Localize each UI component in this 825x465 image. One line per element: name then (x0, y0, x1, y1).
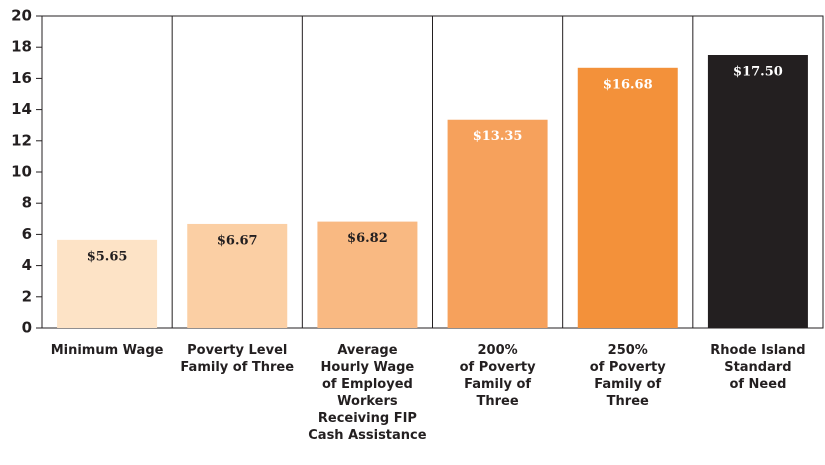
value-label: $5.65 (87, 249, 128, 264)
x-tick-label-line: Minimum Wage (51, 343, 164, 358)
y-tick-label: 2 (22, 287, 32, 305)
x-tick-label-line: Hourly Wage (321, 360, 415, 375)
y-tick-label: 16 (11, 69, 32, 87)
x-tick-label-line: Workers (337, 394, 398, 409)
bar (187, 223, 288, 328)
value-label: $17.50 (733, 65, 783, 80)
y-tick-label: 12 (11, 131, 32, 149)
value-label: $6.67 (217, 233, 258, 248)
value-label: $16.68 (603, 77, 653, 92)
x-tick-label: Minimum Wage (51, 343, 164, 358)
y-tick-label: 20 (11, 7, 32, 25)
x-tick-label-line: 250% (608, 343, 648, 358)
x-tick-label-line: Standard (724, 360, 791, 375)
x-tick-label-line: Family of (594, 377, 661, 392)
x-tick-label: 250% of Poverty Family of Three (590, 343, 666, 409)
x-tick-label: Rhode Island Standard of Need (710, 343, 805, 392)
y-tick-label: 18 (11, 38, 32, 56)
bar (577, 67, 678, 329)
x-tick-label-line: of Employed (322, 377, 413, 392)
bar (57, 239, 158, 328)
x-tick-label-line: Three (476, 394, 518, 409)
y-tick-label: 4 (22, 256, 32, 274)
bar (447, 119, 548, 329)
x-tick-label: 200% of Poverty Family of Three (460, 343, 536, 409)
y-tick-label: 0 (22, 319, 32, 337)
x-tick-label-line: Family of (464, 377, 531, 392)
y-tick-label: 14 (11, 100, 32, 118)
x-tick-label-line: Cash Assistance (308, 428, 427, 443)
bar (317, 221, 418, 328)
x-tick-label-line: of Need (729, 377, 786, 392)
y-tick-label: 8 (22, 194, 32, 212)
x-tick-label-line: of Poverty (590, 360, 666, 375)
value-label: $13.35 (473, 129, 523, 144)
x-tick-label-line: Rhode Island (710, 343, 805, 358)
bar (707, 55, 808, 328)
x-tick-label-line: 200% (477, 343, 517, 358)
y-tick-label: 6 (22, 225, 32, 243)
x-tick-label-line: of Poverty (460, 360, 536, 375)
x-tick-label-line: Receiving FIP (318, 411, 417, 426)
y-tick-label: 10 (11, 163, 32, 181)
x-tick-label-line: Average (337, 343, 397, 358)
x-tick-label-line: Three (607, 394, 649, 409)
x-tick-label-line: Family of Three (180, 360, 294, 375)
x-tick-label: Average Hourly Wage of Employed Workers Rece… (308, 343, 427, 443)
value-label: $6.82 (347, 231, 388, 246)
x-tick-label-line: Poverty Level (187, 343, 287, 358)
x-tick-label: Poverty Level Family of Three (180, 343, 294, 375)
